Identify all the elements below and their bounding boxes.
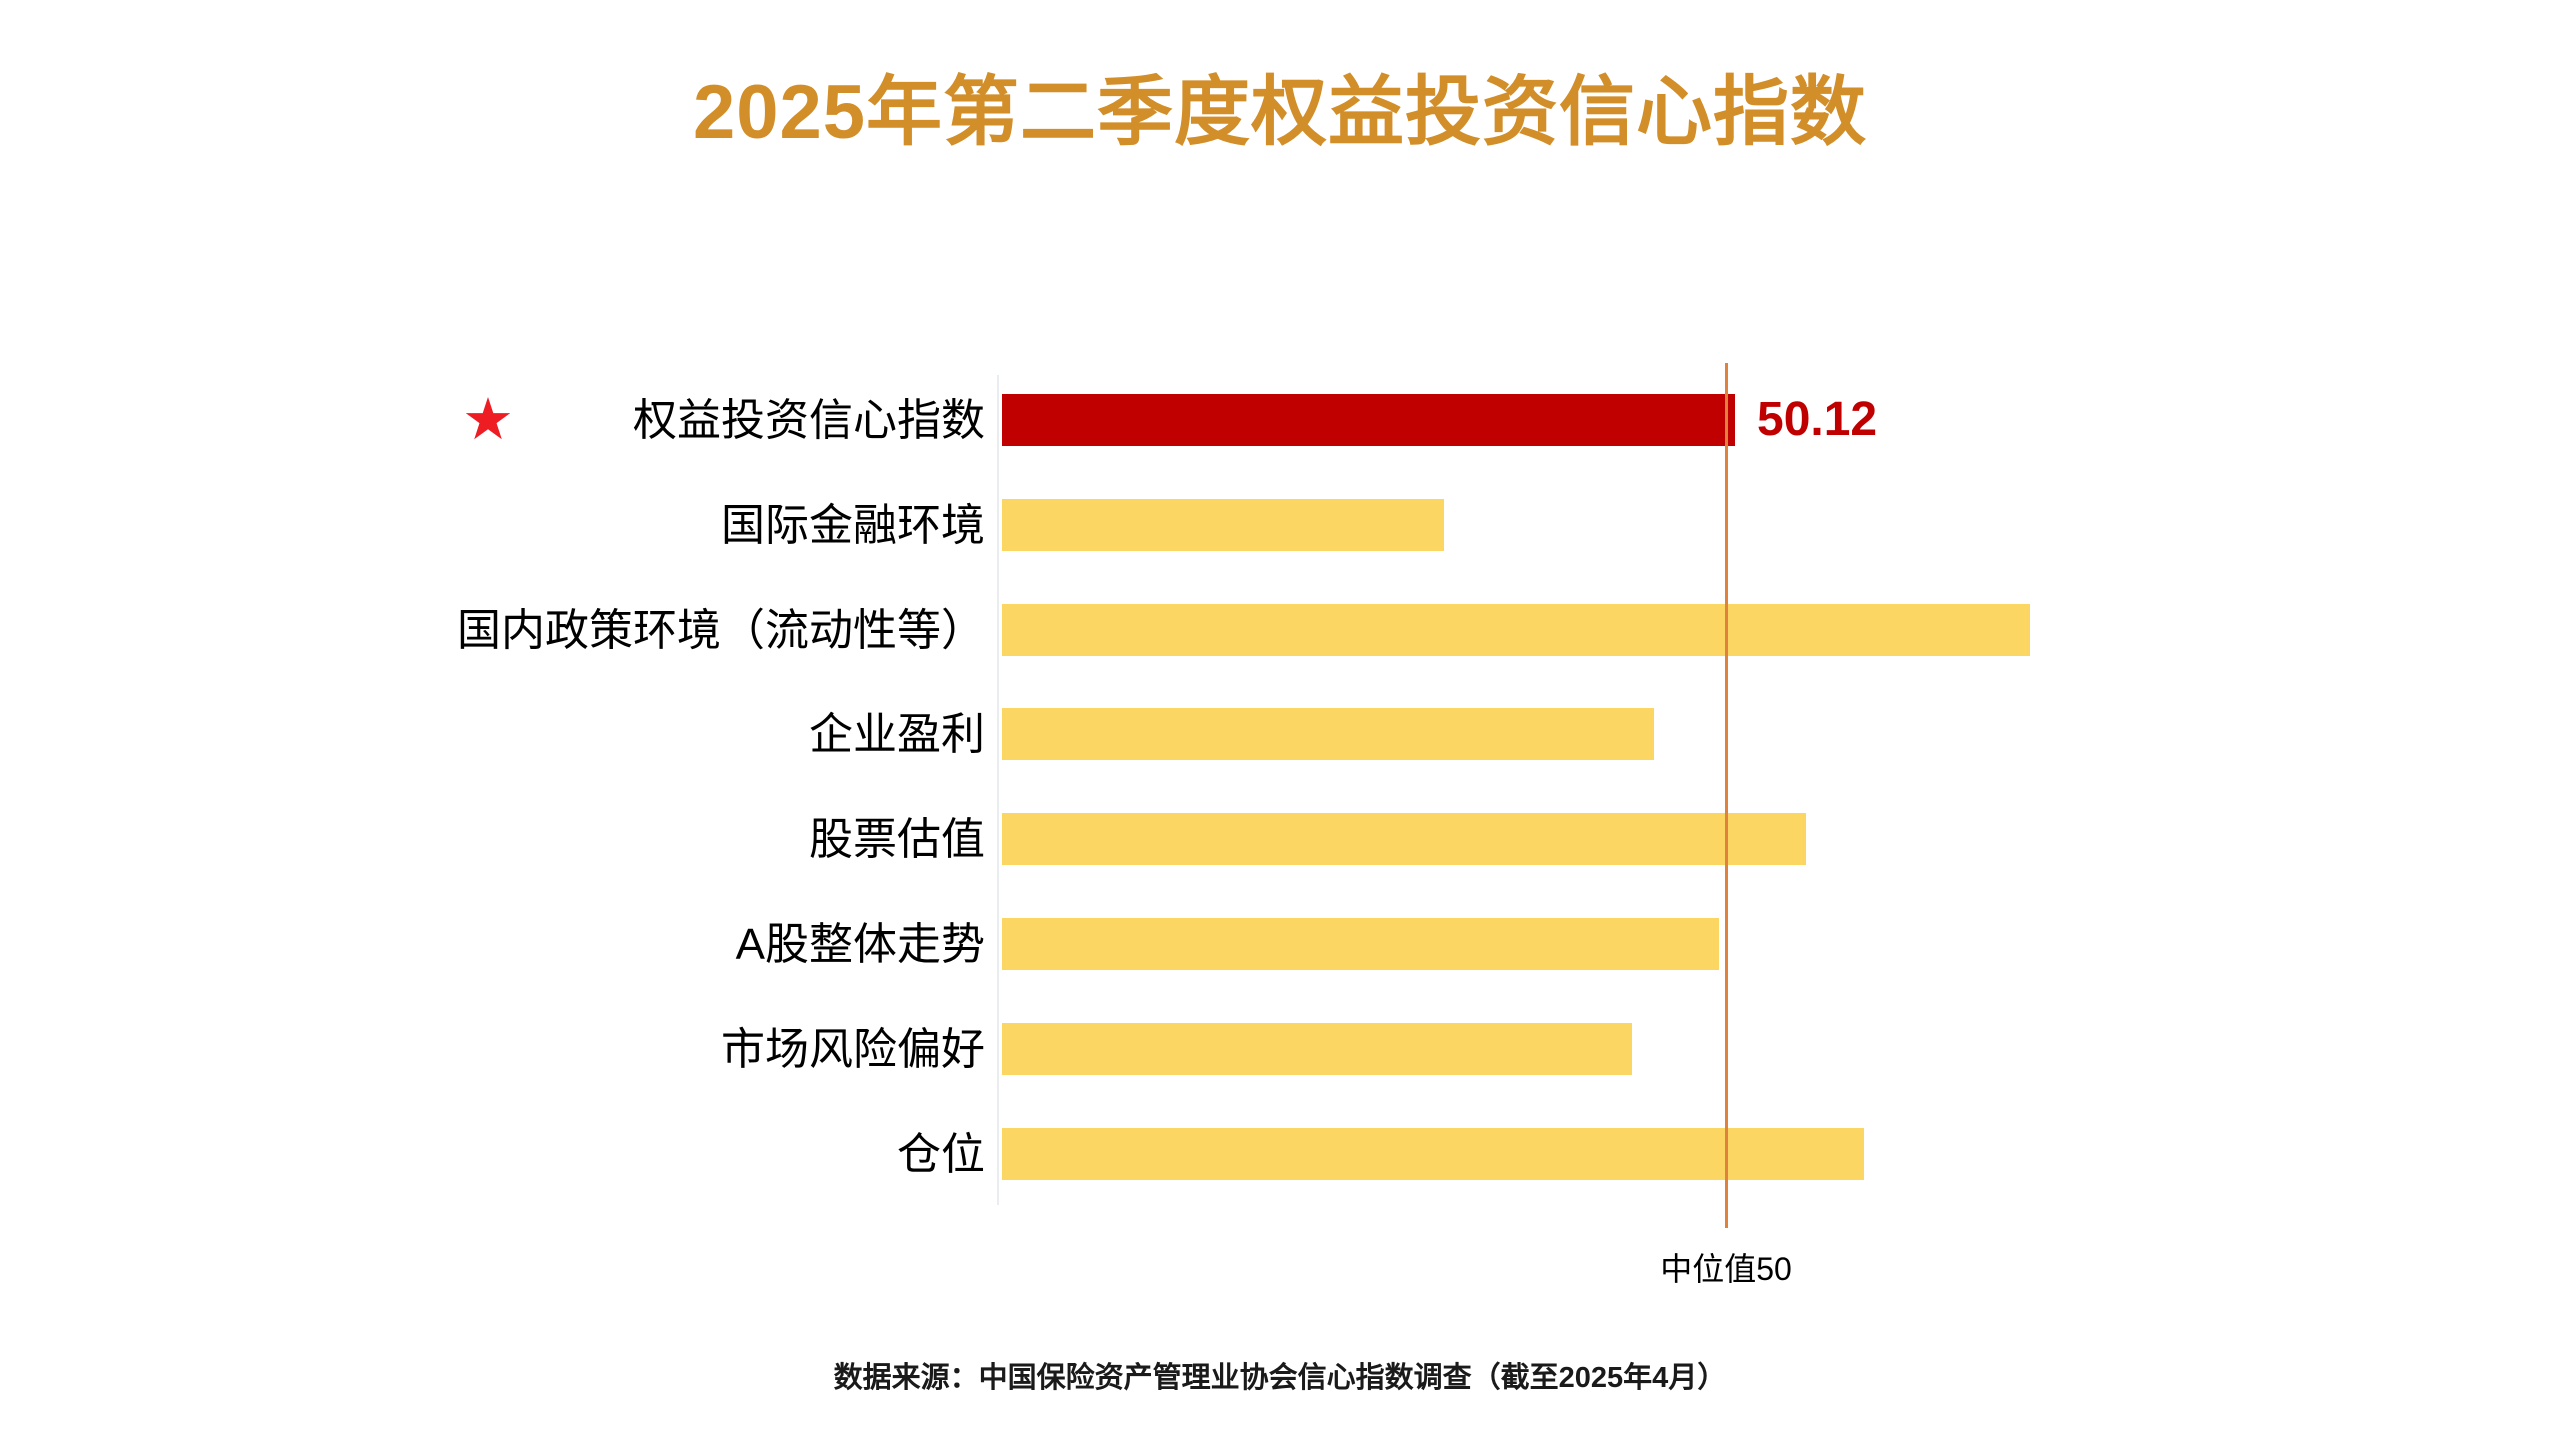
- median-reference-line: [1724, 363, 1728, 1228]
- chart-row: 国际金融环境: [0, 499, 2560, 551]
- bar: [1002, 604, 2030, 656]
- chart-row: A股整体走势: [0, 918, 2560, 970]
- bar: [1002, 499, 1444, 551]
- chart-title: 2025年第二季度权益投资信心指数: [692, 70, 1868, 155]
- category-label: 国内政策环境（流动性等）: [457, 606, 985, 655]
- category-label: 国际金融环境: [721, 501, 985, 550]
- chart-row: 国内政策环境（流动性等）: [0, 604, 2560, 656]
- category-axis-line: [997, 375, 999, 1205]
- category-label: A股整体走势: [735, 920, 985, 969]
- chart-row: 市场风险偏好: [0, 1023, 2560, 1075]
- bar-value-label: 50.12: [1757, 393, 1878, 446]
- chart-row: 仓位: [0, 1128, 2560, 1180]
- category-label: 权益投资信心指数: [633, 396, 985, 445]
- category-label: 市场风险偏好: [721, 1025, 985, 1074]
- bar: [1002, 394, 1735, 446]
- category-label: 企业盈利: [809, 710, 985, 759]
- bar: [1002, 708, 1654, 760]
- bar: [1002, 1128, 1864, 1180]
- median-line-label: 中位值50: [1660, 1251, 1792, 1287]
- highlight-star-icon: ★: [462, 387, 514, 452]
- chart-row: ★ 权益投资信心指数 50.12: [0, 387, 2560, 452]
- bar: [1002, 813, 1806, 865]
- chart-row: 股票估值: [0, 813, 2560, 865]
- bar: [1002, 918, 1719, 970]
- category-label: 仓位: [897, 1130, 985, 1179]
- category-label: 股票估值: [809, 815, 985, 864]
- bar: [1002, 1023, 1632, 1075]
- data-source-note: 数据来源：中国保险资产管理业协会信心指数调查（截至2025年4月）: [833, 1362, 1727, 1394]
- chart-row: 企业盈利: [0, 708, 2560, 760]
